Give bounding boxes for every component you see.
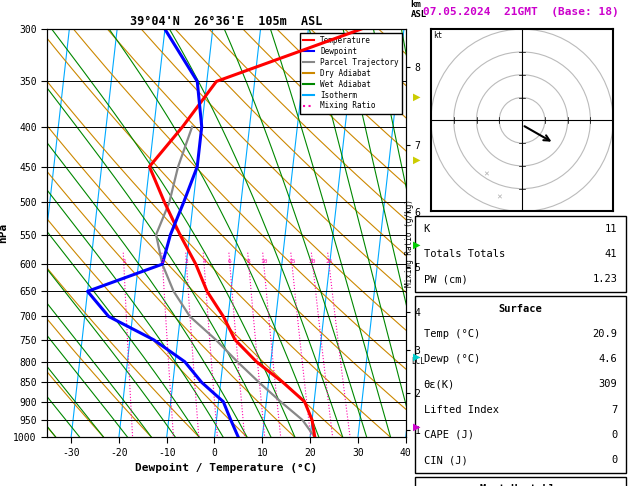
Text: 20.9: 20.9 xyxy=(593,329,618,339)
Text: 10: 10 xyxy=(260,259,267,264)
Text: θε(K): θε(K) xyxy=(423,380,455,389)
Text: 25: 25 xyxy=(325,259,333,264)
Text: 1: 1 xyxy=(122,259,126,264)
Text: ▶: ▶ xyxy=(413,240,421,249)
Text: ▶: ▶ xyxy=(413,421,421,431)
Text: ✕: ✕ xyxy=(496,195,502,201)
Legend: Temperature, Dewpoint, Parcel Trajectory, Dry Adiabat, Wet Adiabat, Isotherm, Mi: Temperature, Dewpoint, Parcel Trajectory… xyxy=(299,33,402,114)
Text: 11: 11 xyxy=(605,224,618,234)
Text: 20: 20 xyxy=(309,259,316,264)
Text: 41: 41 xyxy=(605,249,618,259)
Text: Most Unstable: Most Unstable xyxy=(480,485,561,486)
Text: 8: 8 xyxy=(247,259,250,264)
Text: 7: 7 xyxy=(611,405,618,415)
Text: kt: kt xyxy=(433,31,442,40)
Text: CAPE (J): CAPE (J) xyxy=(423,430,474,440)
Text: 07.05.2024  21GMT  (Base: 18): 07.05.2024 21GMT (Base: 18) xyxy=(423,7,618,17)
Text: Temp (°C): Temp (°C) xyxy=(423,329,480,339)
Text: PW (cm): PW (cm) xyxy=(423,275,467,284)
Y-axis label: hPa: hPa xyxy=(0,223,8,243)
Text: 6: 6 xyxy=(228,259,231,264)
Text: Mixing Ratio (g/kg): Mixing Ratio (g/kg) xyxy=(405,199,414,287)
Text: ▶: ▶ xyxy=(413,155,421,165)
Text: ✕: ✕ xyxy=(482,172,489,178)
Text: ▶: ▶ xyxy=(413,91,421,102)
Text: 1.23: 1.23 xyxy=(593,275,618,284)
Text: 0: 0 xyxy=(611,430,618,440)
Title: 39°04'N  26°36'E  105m  ASL: 39°04'N 26°36'E 105m ASL xyxy=(130,15,323,28)
Text: 3: 3 xyxy=(184,259,188,264)
Text: 15: 15 xyxy=(288,259,296,264)
Text: LCL: LCL xyxy=(411,357,425,366)
Text: Dewp (°C): Dewp (°C) xyxy=(423,354,480,364)
X-axis label: Dewpoint / Temperature (°C): Dewpoint / Temperature (°C) xyxy=(135,463,318,473)
Text: ▶: ▶ xyxy=(413,352,421,362)
Bar xyxy=(415,216,626,292)
Text: Surface: Surface xyxy=(499,304,542,313)
Text: 2: 2 xyxy=(160,259,164,264)
Text: 0: 0 xyxy=(611,455,618,465)
Bar xyxy=(415,296,626,473)
Text: K: K xyxy=(423,224,430,234)
Bar xyxy=(415,477,626,486)
Text: Lifted Index: Lifted Index xyxy=(423,405,499,415)
Text: 4: 4 xyxy=(202,259,206,264)
Text: CIN (J): CIN (J) xyxy=(423,455,467,465)
Text: 4.6: 4.6 xyxy=(599,354,618,364)
Text: 309: 309 xyxy=(599,380,618,389)
Text: km
ASL: km ASL xyxy=(411,0,427,19)
Text: Totals Totals: Totals Totals xyxy=(423,249,505,259)
